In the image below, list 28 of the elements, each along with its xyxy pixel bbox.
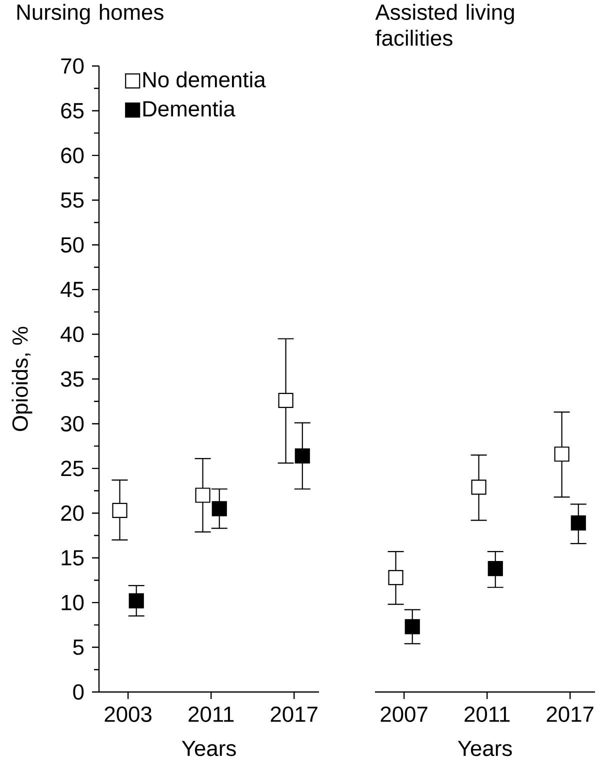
y-tick-label: 50: [60, 237, 84, 253]
x-axis-title: Years: [458, 740, 512, 756]
legend-label: No dementia: [143, 71, 266, 88]
x-tick-label: 2011: [188, 706, 234, 722]
y-tick-label: 15: [62, 550, 84, 566]
x-axis-title: Years: [182, 740, 236, 756]
y-tick-label: 5: [73, 640, 84, 655]
y-tick-label: 25: [61, 460, 84, 476]
y-tick-label: 65: [61, 102, 84, 118]
x-tick-label: 2011: [464, 706, 510, 722]
x-tick-label: 2003: [104, 706, 152, 722]
chart-title: Nursing homes: [17, 4, 164, 24]
y-tick-label: 10: [62, 594, 84, 610]
y-tick-label: 0: [73, 684, 84, 700]
y-axis-title: Opioids, %: [12, 326, 32, 431]
y-tick-label: 70: [61, 58, 84, 74]
chart-title: Assisted living facilities: [375, 4, 514, 46]
y-tick-label: 55: [60, 192, 84, 208]
y-tick-label: 20: [61, 505, 84, 521]
x-tick-label: 2007: [380, 706, 428, 722]
y-tick-label: 40: [60, 326, 84, 342]
y-tick-label: 45: [60, 282, 84, 298]
y-tick-label: 60: [61, 148, 84, 164]
x-tick-label: 2017: [270, 706, 318, 722]
y-tick-label: 35: [60, 371, 84, 387]
y-tick-label: 30: [60, 416, 84, 432]
legend-label: Dementia: [143, 100, 236, 117]
x-tick-label: 2017: [546, 706, 594, 722]
